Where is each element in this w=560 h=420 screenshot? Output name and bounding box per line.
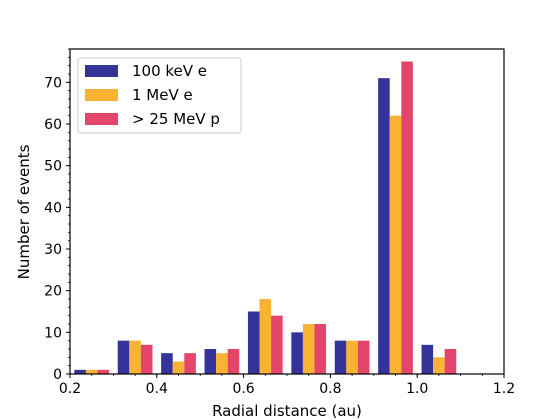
bar-2-5 [259, 299, 272, 374]
bar-3-1 [97, 369, 110, 374]
bar-3-6 [314, 324, 327, 374]
x-tick-label: 1.2 [493, 381, 515, 397]
y-tick-label: 50 [44, 159, 62, 175]
y-tick-label: 40 [44, 200, 62, 216]
bar-3-7 [357, 340, 370, 374]
legend-swatch-2 [85, 89, 118, 101]
bar-1-3 [161, 353, 173, 374]
bar-2-2 [129, 340, 141, 374]
x-axis-title: Radial distance (au) [212, 402, 362, 420]
legend-label-2: 1 MeV e [132, 86, 193, 104]
bar-3-2 [140, 344, 153, 374]
legend-swatch-1 [85, 65, 118, 77]
legend-label-3: > 25 MeV p [132, 110, 220, 128]
bar-1-6 [291, 332, 303, 374]
bar-3-8 [401, 61, 413, 374]
bar-1-7 [334, 340, 347, 374]
y-tick-label: 20 [44, 284, 62, 300]
bar-3-3 [184, 353, 196, 374]
bar-2-9 [433, 357, 445, 374]
bar-2-1 [85, 369, 98, 374]
legend: 100 keV e 1 MeV e > 25 MeV p [77, 57, 242, 134]
legend-box [77, 57, 242, 134]
y-tick-label: 10 [44, 325, 62, 341]
bar-1-9 [421, 344, 434, 374]
legend-label-1: 100 keV e [132, 62, 207, 80]
axes-group: 0.2 0.4 0.6 0.8 1.0 1.2 0 10 20 30 40 50 60 70 [44, 48, 515, 397]
bar-3-5 [271, 315, 283, 374]
bar-1-1 [74, 369, 86, 374]
bar-2-8 [389, 115, 402, 375]
bar-2-4 [216, 353, 228, 374]
x-tick-label: 0.4 [146, 381, 168, 397]
bar-1-2 [117, 340, 130, 374]
legend-swatch-3 [85, 113, 118, 125]
bar-2-7 [346, 340, 358, 374]
y-tick-label: 0 [53, 367, 62, 383]
bar-2-3 [172, 361, 185, 374]
bars-group [74, 61, 457, 375]
y-tick-label: 60 [44, 117, 62, 133]
y-tick-label: 30 [44, 242, 62, 258]
x-tick-label: 0.6 [232, 381, 254, 397]
bar-3-9 [444, 349, 457, 374]
bar-2-6 [302, 324, 315, 374]
x-tick-label: 0.2 [59, 381, 81, 397]
x-tick-label: 0.8 [319, 381, 341, 397]
bar-1-5 [247, 311, 260, 374]
y-tick-label: 70 [44, 75, 62, 91]
bar-1-8 [378, 78, 390, 375]
bar-3-4 [227, 349, 240, 374]
bar-1-4 [204, 349, 217, 374]
x-tick-label: 1.0 [406, 381, 428, 397]
y-axis-title: Number of events [15, 144, 33, 279]
